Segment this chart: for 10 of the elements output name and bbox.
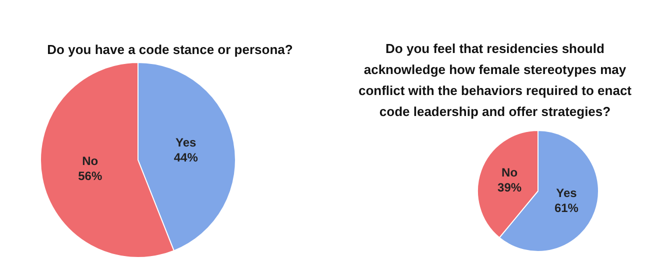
slice-label: No [502,166,518,180]
slice-label: Yes [176,136,197,150]
data-label: 39% [498,180,522,195]
chart-title: Do you have a code stance or persona? [46,41,294,59]
slice-label: No [82,154,98,168]
data-label: 44% [174,150,198,165]
slice-label: Yes [556,186,578,200]
chart-title: Do you feel that residencies should acknowledge how female stereotypes may conflict with the behaviors required to enact code leadership and offer strategies? [357,40,633,121]
data-label: 61% [554,201,579,216]
data-label: 56% [78,168,102,183]
